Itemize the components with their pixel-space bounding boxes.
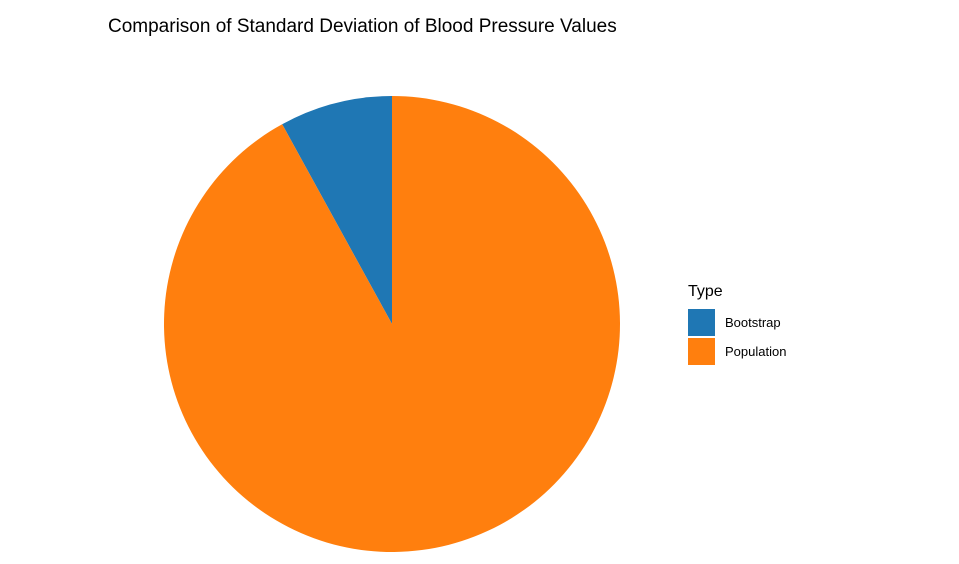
legend-swatch-population xyxy=(688,338,715,365)
legend-label-bootstrap: Bootstrap xyxy=(725,315,781,330)
chart-title: Comparison of Standard Deviation of Bloo… xyxy=(108,16,617,37)
legend: Type Bootstrap Population xyxy=(688,283,786,366)
pie-slices xyxy=(163,96,620,552)
legend-item-population: Population xyxy=(688,337,786,366)
pie-slice-population xyxy=(163,96,620,552)
legend-label-population: Population xyxy=(725,344,787,359)
legend-item-bootstrap: Bootstrap xyxy=(688,308,786,337)
pie-slice-bootstrap xyxy=(282,96,392,324)
legend-title: Type xyxy=(688,283,723,300)
legend-swatch-bootstrap xyxy=(688,309,715,336)
